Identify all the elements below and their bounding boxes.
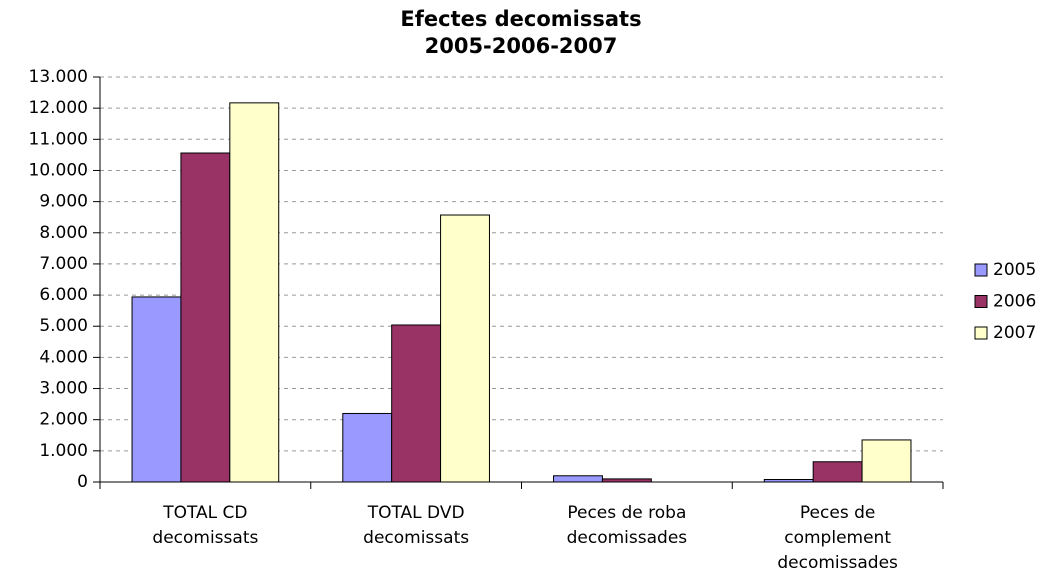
y-tick-label: 0 bbox=[77, 472, 88, 492]
y-tick-label: 7.000 bbox=[39, 254, 88, 274]
legend-label: 2007 bbox=[993, 323, 1036, 343]
x-tick-label: decomissats bbox=[363, 528, 469, 548]
y-tick-label: 11.000 bbox=[29, 129, 88, 149]
bar bbox=[342, 412, 393, 483]
x-tick-label: Peces de bbox=[800, 503, 875, 523]
x-tick-label: decomissades bbox=[567, 528, 688, 548]
y-tick-label: 8.000 bbox=[39, 223, 88, 243]
y-tick-label: 12.000 bbox=[29, 98, 88, 118]
bar bbox=[229, 102, 280, 483]
x-tick-label: TOTAL CD bbox=[162, 503, 247, 523]
bar bbox=[391, 324, 442, 483]
y-tick-label: 4.000 bbox=[39, 347, 88, 367]
chart-title: 2005-2006-2007 bbox=[425, 34, 618, 58]
bar bbox=[440, 214, 490, 483]
legend-swatch bbox=[974, 263, 988, 277]
x-tick-label: Peces de roba bbox=[567, 503, 686, 523]
y-tick-label: 13.000 bbox=[29, 67, 88, 87]
bar bbox=[553, 475, 603, 483]
x-tick-label: decomissades bbox=[777, 553, 898, 573]
x-tick-label: TOTAL DVD bbox=[367, 503, 465, 523]
bar bbox=[861, 439, 912, 483]
bar bbox=[812, 461, 863, 483]
bar bbox=[131, 296, 182, 483]
y-tick-label: 3.000 bbox=[39, 379, 88, 399]
legend-label: 2005 bbox=[993, 260, 1036, 280]
y-tick-label: 5.000 bbox=[39, 316, 88, 336]
x-tick-label: complement bbox=[784, 528, 891, 548]
y-tick-label: 1.000 bbox=[39, 441, 88, 461]
y-tick-label: 2.000 bbox=[39, 410, 88, 430]
y-tick-label: 10.000 bbox=[29, 160, 88, 180]
bar bbox=[180, 152, 231, 483]
legend-label: 2006 bbox=[993, 292, 1036, 312]
x-tick-label: decomissats bbox=[152, 528, 258, 548]
legend-swatch bbox=[974, 295, 988, 308]
legend-swatch bbox=[974, 326, 988, 340]
y-tick-label: 9.000 bbox=[39, 192, 88, 212]
chart-title: Efectes decomissats bbox=[400, 7, 641, 31]
y-tick-label: 6.000 bbox=[39, 285, 88, 305]
